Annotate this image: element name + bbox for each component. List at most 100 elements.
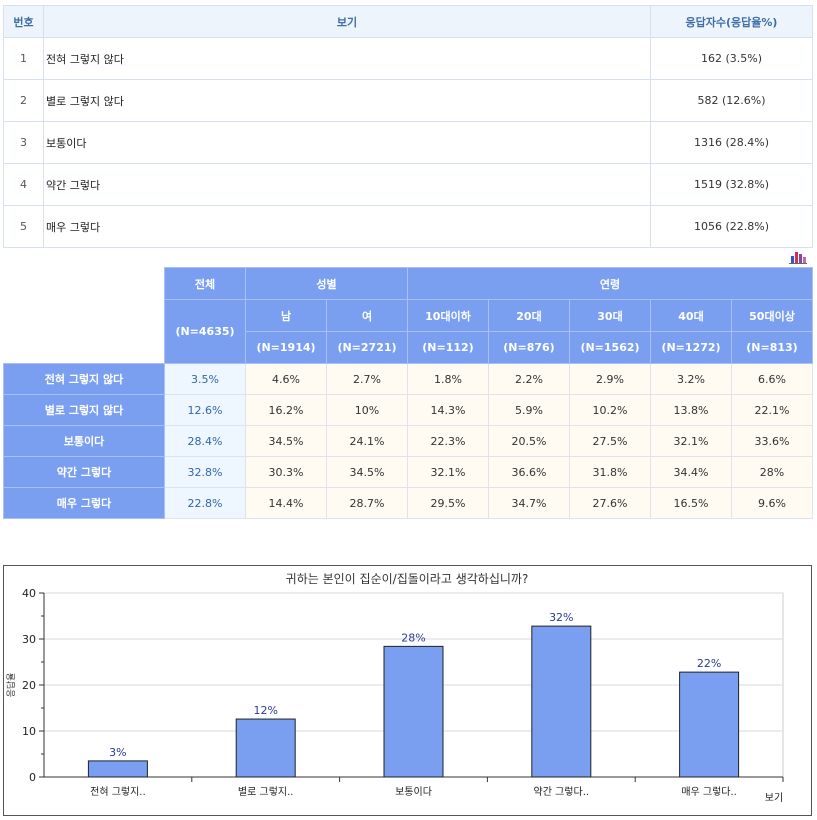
crosstab-cell: 31.8%	[569, 456, 651, 488]
crosstab-cell: 22.1%	[731, 394, 813, 426]
table-row: 4 약간 그렇다 1519 (32.8%)	[3, 163, 813, 206]
bar-chart-icon[interactable]	[789, 250, 807, 264]
crosstab-header-row: 전체 성별 연령	[3, 267, 813, 364]
row-no: 1	[3, 37, 44, 80]
row-option: 약간 그렇다	[43, 163, 651, 206]
group-n: (N=112)	[407, 331, 489, 364]
crosstab-cell: 14.4%	[245, 487, 327, 519]
bar	[679, 671, 740, 778]
crosstab-cell: 13.8%	[650, 394, 732, 426]
x-tick-label: 약간 그렇다..	[534, 785, 590, 798]
bar-data-label: 28%	[401, 631, 425, 644]
x-axis-label: 보기	[765, 792, 783, 804]
x-tick-label: 매우 그렇다..	[681, 785, 737, 798]
row-option: 전혀 그렇지 않다	[43, 37, 651, 80]
crosstab-corner	[3, 267, 165, 364]
crosstab-cell: 2.2%	[488, 363, 570, 395]
table-row: 2 별로 그렇지 않다 582 (12.6%)	[3, 79, 813, 122]
crosstab-cell: 10.2%	[569, 394, 651, 426]
group-name: 10대이하	[407, 299, 489, 332]
crosstab-row: 보통이다 28.4% 34.5% 24.1% 22.3% 20.5% 27.5% 32.1% 3…	[3, 425, 813, 457]
row-count: 1056 (22.8%)	[650, 205, 813, 248]
group-n: (N=2721)	[326, 331, 408, 364]
crosstab-cell: 3.2%	[650, 363, 732, 395]
row-count: 1519 (32.8%)	[650, 163, 813, 206]
crosstab-cell: 10%	[326, 394, 408, 426]
crosstab-cell: 27.6%	[569, 487, 651, 519]
crosstab-cell: 27.5%	[569, 425, 651, 457]
crosstab-table: 전체 성별 연령 (N=4635) 남 여 10대이하 20대 30대 40대 …	[3, 267, 813, 519]
crosstab-row-label: 별로 그렇지 않다	[3, 394, 165, 426]
crosstab-total-cell: 3.5%	[164, 363, 246, 395]
x-tick-label: 별로 그렇지..	[238, 785, 294, 798]
y-tick-label: 40	[22, 587, 36, 600]
crosstab-cell: 1.8%	[407, 363, 489, 395]
row-no: 5	[3, 205, 44, 248]
crosstab-cell: 20.5%	[488, 425, 570, 457]
crosstab-cell: 6.6%	[731, 363, 813, 395]
crosstab-cell: 14.3%	[407, 394, 489, 426]
header-total: 전체	[164, 267, 246, 300]
bar-data-label: 22%	[697, 657, 721, 670]
crosstab-body: 전혀 그렇지 않다 3.5% 4.6% 2.7% 1.8% 2.2% 2.9% 3.2% 6.6…	[3, 363, 813, 519]
row-count: 582 (12.6%)	[650, 79, 813, 122]
response-table: 번호 보기 응답자수(응답율%) 1 전혀 그렇지 않다 162 (3.5%) …	[3, 5, 813, 248]
crosstab-cell: 28.7%	[326, 487, 408, 519]
row-no: 4	[3, 163, 44, 206]
y-tick-label: 20	[22, 679, 36, 692]
chart-title: 귀하는 본인이 집순이/집돌이라고 생각하십니까?	[286, 572, 529, 586]
crosstab-row: 약간 그렇다 32.8% 30.3% 34.5% 32.1% 36.6% 31.8% 34.4…	[3, 456, 813, 488]
group-n: (N=1272)	[650, 331, 732, 364]
row-count: 162 (3.5%)	[650, 37, 813, 80]
group-n: (N=1914)	[245, 331, 327, 364]
crosstab-row-label: 전혀 그렇지 않다	[3, 363, 165, 395]
crosstab-cell: 22.3%	[407, 425, 489, 457]
crosstab-row-label: 약간 그렇다	[3, 456, 165, 488]
bar-chart-svg: 귀하는 본인이 집순이/집돌이라고 생각하십니까? 0 10 20 30 40 응답율 3% 전…	[5, 572, 784, 804]
crosstab-subheader-row: (N=4635) 남 여 10대이하 20대 30대 40대 50대이상	[4, 299, 813, 364]
bar	[87, 760, 148, 778]
crosstab-cell: 33.6%	[731, 425, 813, 457]
crosstab-row: 별로 그렇지 않다 12.6% 16.2% 10% 14.3% 5.9% 10.2% 13.8…	[3, 394, 813, 426]
row-no: 3	[3, 121, 44, 164]
x-tick-label: 보통이다	[395, 786, 432, 798]
crosstab-row-label: 매우 그렇다	[3, 487, 165, 519]
group-name: 여	[326, 299, 408, 332]
header-option: 보기	[43, 5, 651, 38]
crosstab-cell: 16.5%	[650, 487, 732, 519]
bar	[383, 645, 444, 778]
crosstab-cell: 34.4%	[650, 456, 732, 488]
crosstab-total-cell: 32.8%	[164, 456, 246, 488]
bar	[531, 625, 592, 778]
crosstab-row: 전혀 그렇지 않다 3.5% 4.6% 2.7% 1.8% 2.2% 2.9% 3.2% 6.6…	[3, 363, 813, 395]
crosstab-cell: 16.2%	[245, 394, 327, 426]
crosstab-cell: 36.6%	[488, 456, 570, 488]
crosstab-cell: 29.5%	[407, 487, 489, 519]
table-row: 1 전혀 그렇지 않다 162 (3.5%)	[3, 37, 813, 80]
crosstab-cell: 32.1%	[650, 425, 732, 457]
row-option: 별로 그렇지 않다	[43, 79, 651, 122]
crosstab-cell: 2.9%	[569, 363, 651, 395]
bar-chart: 귀하는 본인이 집순이/집돌이라고 생각하십니까? 0 10 20 30 40 응답율 3% 전…	[3, 565, 812, 816]
crosstab-cell: 34.5%	[326, 456, 408, 488]
bar-data-label: 3%	[109, 746, 126, 759]
group-name: 30대	[569, 299, 651, 332]
group-name: 20대	[488, 299, 570, 332]
crosstab-cell: 32.1%	[407, 456, 489, 488]
row-option: 보통이다	[43, 121, 651, 164]
header-no: 번호	[3, 5, 44, 38]
crosstab-total-cell: 28.4%	[164, 425, 246, 457]
row-count: 1316 (28.4%)	[650, 121, 813, 164]
response-table-header: 번호 보기 응답자수(응답율%)	[3, 5, 813, 38]
group-name: 50대이상	[731, 299, 813, 332]
row-no: 2	[3, 79, 44, 122]
header-count: 응답자수(응답율%)	[650, 5, 813, 38]
crosstab-cell: 4.6%	[245, 363, 327, 395]
crosstab-cell: 9.6%	[731, 487, 813, 519]
row-option: 매우 그렇다	[43, 205, 651, 248]
y-tick-label: 0	[29, 771, 36, 784]
crosstab-cell: 34.7%	[488, 487, 570, 519]
crosstab-cell: 5.9%	[488, 394, 570, 426]
bar-data-label: 12%	[253, 704, 277, 717]
crosstab-row: 매우 그렇다 22.8% 14.4% 28.7% 29.5% 34.7% 27.6% 16.5…	[3, 487, 813, 519]
